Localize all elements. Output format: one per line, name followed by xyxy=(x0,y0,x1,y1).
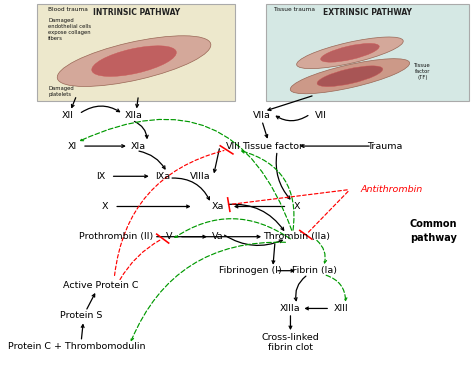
Text: Damaged
endothelial cells
expose collagen
fibers: Damaged endothelial cells expose collage… xyxy=(48,18,91,41)
Text: XIa: XIa xyxy=(131,142,146,150)
Ellipse shape xyxy=(57,36,211,86)
Text: Cross-linked
fibrin clot: Cross-linked fibrin clot xyxy=(262,333,319,352)
Text: X: X xyxy=(102,202,109,211)
Text: Protein C + Thrombomodulin: Protein C + Thrombomodulin xyxy=(8,342,146,351)
Text: INTRINSIC PATHWAY: INTRINSIC PATHWAY xyxy=(93,8,180,17)
Text: Xa: Xa xyxy=(211,202,224,211)
Text: XIII: XIII xyxy=(334,304,348,313)
Text: Tissue trauma: Tissue trauma xyxy=(273,8,315,13)
Text: XIIIa: XIIIa xyxy=(280,304,301,313)
Text: Blood trauma: Blood trauma xyxy=(48,8,88,13)
Text: Tissue
factor
(TF): Tissue factor (TF) xyxy=(414,63,431,80)
Text: Protein S: Protein S xyxy=(60,312,102,321)
Ellipse shape xyxy=(317,66,383,86)
Text: Tissue factor: Tissue factor xyxy=(242,142,303,150)
Ellipse shape xyxy=(320,44,379,62)
Text: Common
pathway: Common pathway xyxy=(410,219,457,243)
Text: Trauma: Trauma xyxy=(367,142,403,150)
Text: VII: VII xyxy=(315,111,328,121)
Text: Thrombin (IIa): Thrombin (IIa) xyxy=(264,232,330,241)
Text: Damaged
platelets: Damaged platelets xyxy=(48,86,74,97)
Text: X: X xyxy=(294,202,301,211)
Text: Antithrombin: Antithrombin xyxy=(361,185,423,194)
Text: XIIa: XIIa xyxy=(125,111,143,121)
Text: Fibrin (Ia): Fibrin (Ia) xyxy=(292,266,337,275)
Text: V: V xyxy=(166,232,173,241)
Text: Va: Va xyxy=(212,232,224,241)
Text: IXa: IXa xyxy=(155,172,170,181)
Text: VIIIa: VIIIa xyxy=(190,172,210,181)
Text: VIIa: VIIa xyxy=(253,111,271,121)
Text: EXTRINSIC PATHWAY: EXTRINSIC PATHWAY xyxy=(323,8,412,17)
Text: IX: IX xyxy=(96,172,106,181)
Text: XII: XII xyxy=(62,111,74,121)
Ellipse shape xyxy=(290,59,410,94)
Text: XI: XI xyxy=(68,142,77,150)
FancyBboxPatch shape xyxy=(37,5,236,101)
Text: Fibrinogen (I): Fibrinogen (I) xyxy=(219,266,282,275)
Text: VIII: VIII xyxy=(226,142,241,150)
Text: Active Protein C: Active Protein C xyxy=(63,281,139,290)
Ellipse shape xyxy=(297,37,403,69)
Text: Prothrombin (II): Prothrombin (II) xyxy=(79,232,154,241)
Ellipse shape xyxy=(92,46,176,77)
FancyBboxPatch shape xyxy=(266,5,469,101)
